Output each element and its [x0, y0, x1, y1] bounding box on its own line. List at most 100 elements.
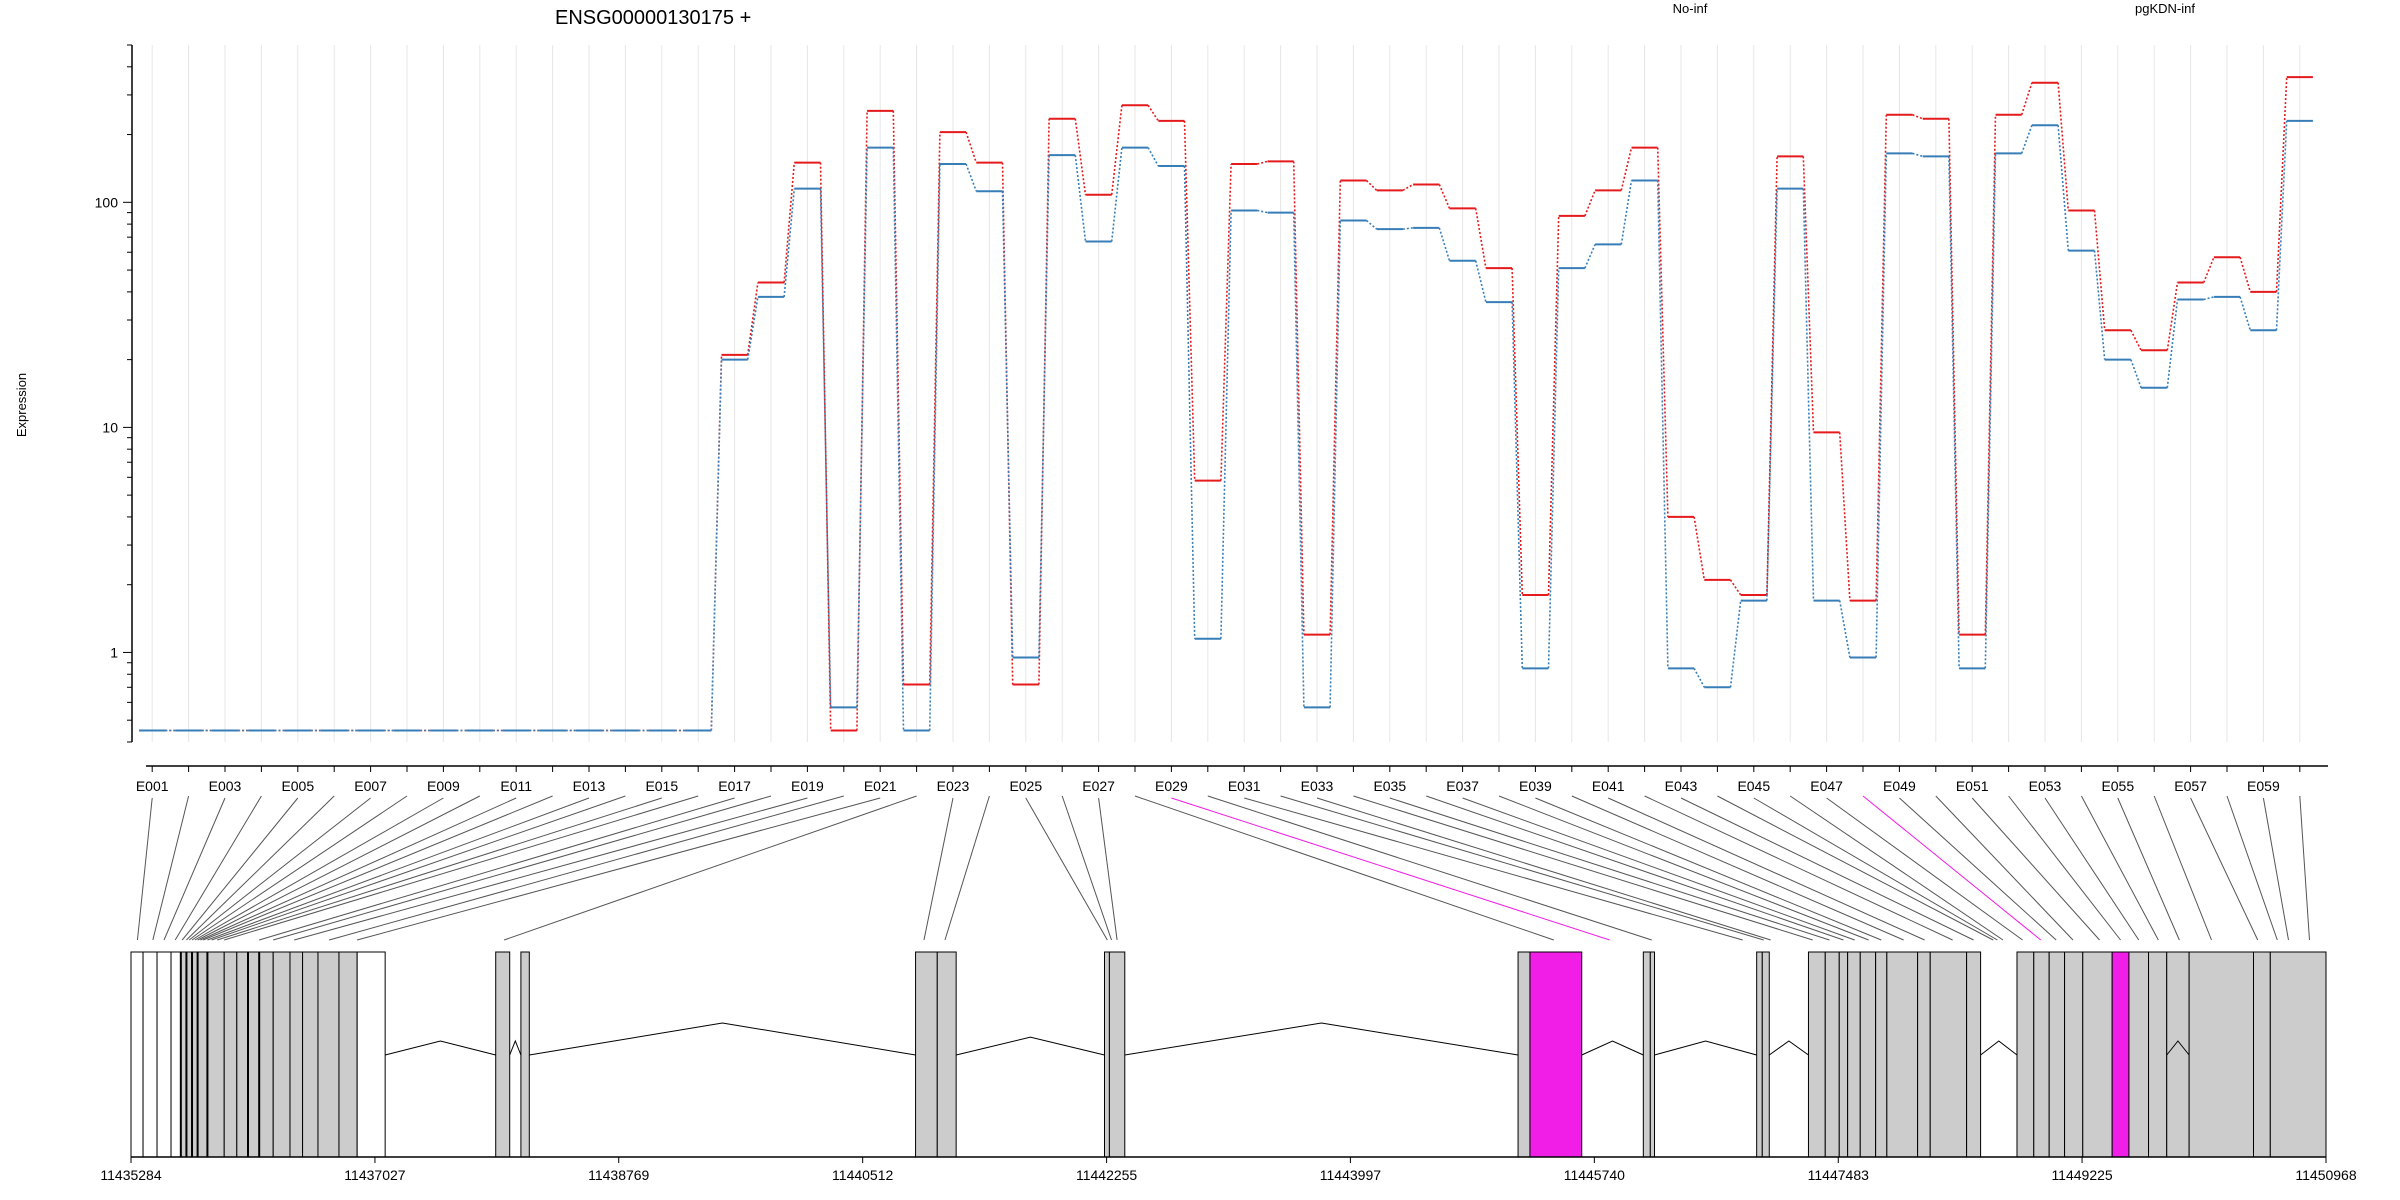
exon-block-18 — [495, 951, 511, 1158]
series-no-inf-link-54 — [2093, 210, 2106, 331]
connector-e059 — [2262, 797, 2289, 941]
exon-tick-label-e057: E057 — [2174, 778, 2207, 794]
series-no-inf-link-37 — [1474, 208, 1487, 269]
series-pgkdn-inf-link-59 — [2275, 120, 2288, 331]
connector-e055 — [2117, 797, 2180, 941]
series-no-inf-link-30 — [1220, 163, 1232, 481]
series-pgkdn-inf-link-25 — [1038, 155, 1050, 658]
exon-block-30 — [1807, 951, 1826, 1158]
series-no-inf-link-17 — [746, 282, 759, 355]
connector-e016 — [224, 795, 699, 941]
exon-block-8 — [223, 951, 238, 1158]
exon-tick-label-e007: E007 — [354, 778, 387, 794]
exon-tick-label-e013: E013 — [573, 778, 606, 794]
connector-e054 — [2080, 795, 2159, 941]
connector-e060 — [2299, 795, 2310, 941]
exon-tick-label-e051: E051 — [1956, 778, 1989, 794]
series-pgkdn-inf-link-37 — [1474, 260, 1487, 303]
connector-e024 — [944, 795, 990, 941]
exon-block-16 — [338, 951, 358, 1158]
vertical-gridlines — [151, 45, 2301, 742]
exon-tick-label-e031: E031 — [1228, 778, 1261, 794]
connector-e017 — [259, 797, 735, 941]
exon-block-44 — [2082, 951, 2113, 1158]
exon-block-45 — [2111, 951, 2130, 1158]
exon-tick-label-e005: E005 — [281, 778, 314, 794]
exon-block-23 — [1108, 951, 1126, 1158]
series-pgkdn-inf-link-46 — [1802, 188, 1815, 601]
connector-e057 — [2190, 797, 2259, 941]
connector-e013 — [207, 797, 590, 941]
series-no-inf-link-57 — [2202, 256, 2215, 283]
connector-e040 — [1571, 795, 1904, 941]
series-pgkdn-inf-link-47 — [1838, 600, 1851, 658]
exon-block-48 — [2166, 951, 2190, 1158]
exon-block-28 — [1756, 951, 1763, 1158]
y-axis-label: Expression — [14, 373, 29, 437]
series-pgkdn-inf-link-35 — [1402, 227, 1414, 230]
exon-block-40 — [2016, 951, 2035, 1158]
exon-block-42 — [2048, 951, 2066, 1158]
connector-e030 — [1207, 795, 1652, 941]
connector-e026 — [1061, 795, 1112, 941]
connector-e008 — [191, 795, 408, 941]
series-no-inf-link-38 — [1511, 268, 1524, 596]
intron-8 — [1768, 1040, 1809, 1056]
connector-e036 — [1426, 795, 1844, 941]
connector-e050 — [1935, 795, 2074, 941]
exon-block-31 — [1824, 951, 1840, 1158]
exon-block-12 — [272, 951, 291, 1158]
exon-block-36 — [1886, 951, 1919, 1158]
exon-block-26 — [1642, 951, 1651, 1158]
series-pgkdn-inf-link-33 — [1329, 220, 1342, 708]
series-pgkdn-inf-link-29 — [1183, 165, 1196, 639]
series-no-inf-link-46 — [1802, 156, 1815, 433]
series-pgkdn-inf-link-36 — [1438, 227, 1451, 261]
connector-e049 — [1899, 797, 2057, 941]
connector-e010 — [197, 795, 481, 941]
series-no-inf-link-48 — [1875, 114, 1888, 601]
exon-block-32 — [1838, 951, 1849, 1158]
legend-label-no-inf: No-inf — [1673, 1, 1708, 16]
exon-block-15 — [317, 951, 340, 1158]
series-pgkdn-inf-link-49 — [1912, 152, 1923, 158]
exon-tick-label-e025: E025 — [1009, 778, 1042, 794]
exon-block-1 — [130, 951, 144, 1158]
series-pgkdn-inf-link-38 — [1511, 302, 1524, 669]
intron-9 — [1980, 1040, 2018, 1056]
axes: 1 10 100 E001 E003 E005 E007 E009 E011 E013 E015 E0… — [95, 44, 2328, 794]
connector-e051 — [1971, 797, 2100, 941]
exon-tick-label-e011: E011 — [500, 778, 532, 794]
series-pgkdn-inf-link-43 — [1693, 667, 1706, 688]
series-pgkdn-inf-link-39 — [1547, 268, 1560, 669]
connector-e033 — [1316, 797, 1771, 941]
exon-tick-label-e059: E059 — [2247, 778, 2280, 794]
exon-tick-label-e047: E047 — [1810, 778, 1843, 794]
exon-block-37 — [1917, 951, 1931, 1158]
exon-block-24 — [1517, 951, 1531, 1158]
connector-e021 — [357, 797, 881, 941]
series-no-inf-link-26 — [1074, 118, 1087, 195]
connector-e046 — [1789, 795, 2004, 941]
series-pgkdn-inf-link-24 — [1001, 191, 1014, 658]
series-pgkdn-inf-link-21 — [892, 147, 905, 731]
exon-tick-label-e055: E055 — [2101, 778, 2134, 794]
exon-tick-label-e019: E019 — [791, 778, 824, 794]
connector-e032 — [1280, 795, 1764, 941]
genomic-tick-label-11450968: 11450968 — [2295, 1167, 2356, 1183]
chart-title: ENSG00000130175 + — [555, 7, 751, 29]
series-no-inf-link-27 — [1110, 105, 1123, 195]
series-no-inf-link-31 — [1257, 160, 1268, 165]
connector-e047 — [1826, 797, 2023, 941]
connector-e038 — [1498, 795, 1869, 941]
exon-block-4 — [170, 951, 182, 1158]
series-pgkdn-inf-link-22 — [928, 163, 941, 731]
intron-4 — [956, 1036, 1105, 1056]
series-pgkdn-inf-link-56 — [2166, 299, 2179, 388]
series-pgkdn-inf-link-32 — [1292, 212, 1305, 708]
connector-e025 — [1025, 797, 1108, 941]
exon-tick-label-e039: E039 — [1519, 778, 1552, 794]
genomic-tick-label-11435284: 11435284 — [100, 1167, 161, 1183]
gene-model: 11435284 11437027 11438769 11440512 11442255… — [100, 951, 2357, 1183]
